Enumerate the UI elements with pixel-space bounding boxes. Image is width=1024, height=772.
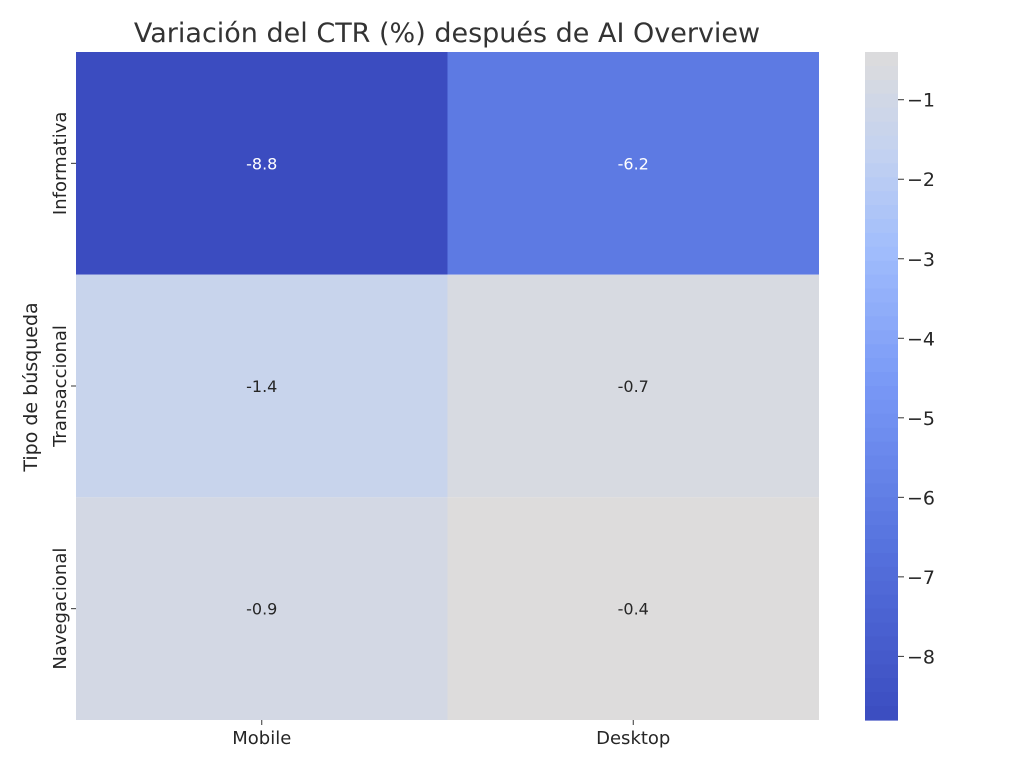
colorbar-segment: [865, 274, 898, 290]
colorbar-segment: [865, 205, 898, 220]
colorbar-tick-label: −7: [907, 567, 935, 589]
colorbar-segment: [865, 525, 898, 540]
heatmap-cell: [447, 52, 819, 275]
colorbar-segment: [865, 372, 898, 387]
colorbar-segment: [865, 706, 898, 721]
colorbar-segment: [865, 330, 898, 345]
colorbar-segment: [865, 177, 898, 192]
colorbar-segment: [865, 135, 898, 151]
cell-value-label: -6.2: [618, 154, 649, 173]
colorbar-segment: [865, 344, 898, 359]
colorbar-segment: [865, 580, 898, 596]
colorbar-segment: [865, 497, 898, 512]
colorbar-segment: [865, 594, 898, 610]
heatmap-cell: [76, 497, 448, 720]
colorbar-segment: [865, 511, 898, 526]
colorbar-segment: [865, 399, 898, 415]
colorbar-segment: [865, 79, 898, 95]
colorbar-tick-label: −3: [907, 249, 935, 271]
colorbar-segment: [865, 358, 898, 373]
colorbar-segment: [865, 469, 898, 485]
heatmap-cells: -8.8 -6.2 -1.4 -0.7 -0.9 -0.4: [76, 52, 819, 720]
colorbar-segment: [865, 483, 898, 498]
heatmap-cell: [76, 274, 448, 498]
colorbar-segment: [865, 553, 898, 568]
cell-value-label: -8.8: [246, 154, 277, 173]
cell-value-label: -0.4: [618, 600, 649, 619]
colorbar-segment: [865, 246, 898, 262]
cell-value-label: -0.9: [246, 600, 277, 619]
colorbar-segment: [865, 455, 898, 471]
heatmap-cell: [447, 274, 819, 498]
colorbar: −1 −2 −3 −4 −5 −6 −7 −8: [865, 52, 935, 721]
colorbar-segment: [865, 107, 898, 123]
y-tick-label: Informativa: [50, 112, 71, 215]
colorbar-tick-label: −5: [907, 408, 935, 430]
x-tick-label: Mobile: [232, 728, 291, 749]
colorbar-segment: [865, 441, 898, 457]
x-axis-ticks: Mobile Desktop: [232, 720, 670, 749]
colorbar-segment: [865, 678, 898, 693]
colorbar-segment: [865, 427, 898, 443]
colorbar-segment: [865, 413, 898, 429]
colorbar-segment: [865, 608, 898, 624]
colorbar-segment: [865, 163, 898, 178]
y-axis-label: Tipo de búsqueda: [20, 302, 42, 472]
colorbar-segment: [865, 52, 898, 67]
colorbar-tick-label: −4: [907, 328, 935, 350]
colorbar-segment: [865, 316, 898, 331]
colorbar-segment: [865, 650, 898, 665]
colorbar-segment: [865, 622, 898, 638]
chart-title: Variación del CTR (%) después de AI Over…: [134, 18, 760, 49]
colorbar-segment: [865, 260, 898, 276]
colorbar-segment: [865, 93, 898, 109]
colorbar-segment: [865, 539, 898, 554]
y-axis-ticks: Informativa Transaccional Navegacional: [50, 112, 76, 670]
heatmap-cell: [76, 52, 448, 275]
colorbar-tick-label: −6: [907, 487, 935, 509]
y-tick-label: Transaccional: [50, 325, 71, 448]
cell-value-label: -0.7: [618, 377, 649, 396]
colorbar-segment: [865, 386, 898, 401]
colorbar-tick-label: −2: [907, 169, 935, 191]
colorbar-segment: [865, 121, 898, 137]
colorbar-segment: [865, 65, 898, 81]
colorbar-tick-label: −1: [907, 90, 935, 112]
y-tick-label: Navegacional: [50, 548, 71, 670]
x-tick-label: Desktop: [596, 728, 670, 749]
colorbar-segment: [865, 288, 898, 304]
colorbar-segment: [865, 566, 898, 582]
colorbar-segment: [865, 636, 898, 652]
colorbar-tick-label: −8: [907, 646, 935, 668]
colorbar-segment: [865, 232, 898, 248]
colorbar-segment: [865, 191, 898, 206]
colorbar-segment: [865, 664, 898, 679]
heatmap-cell: [447, 497, 819, 720]
cell-value-label: -1.4: [246, 377, 277, 396]
colorbar-segment: [865, 302, 898, 318]
colorbar-segment: [865, 692, 898, 707]
colorbar-segment: [865, 219, 898, 234]
colorbar-segment: [865, 149, 898, 164]
